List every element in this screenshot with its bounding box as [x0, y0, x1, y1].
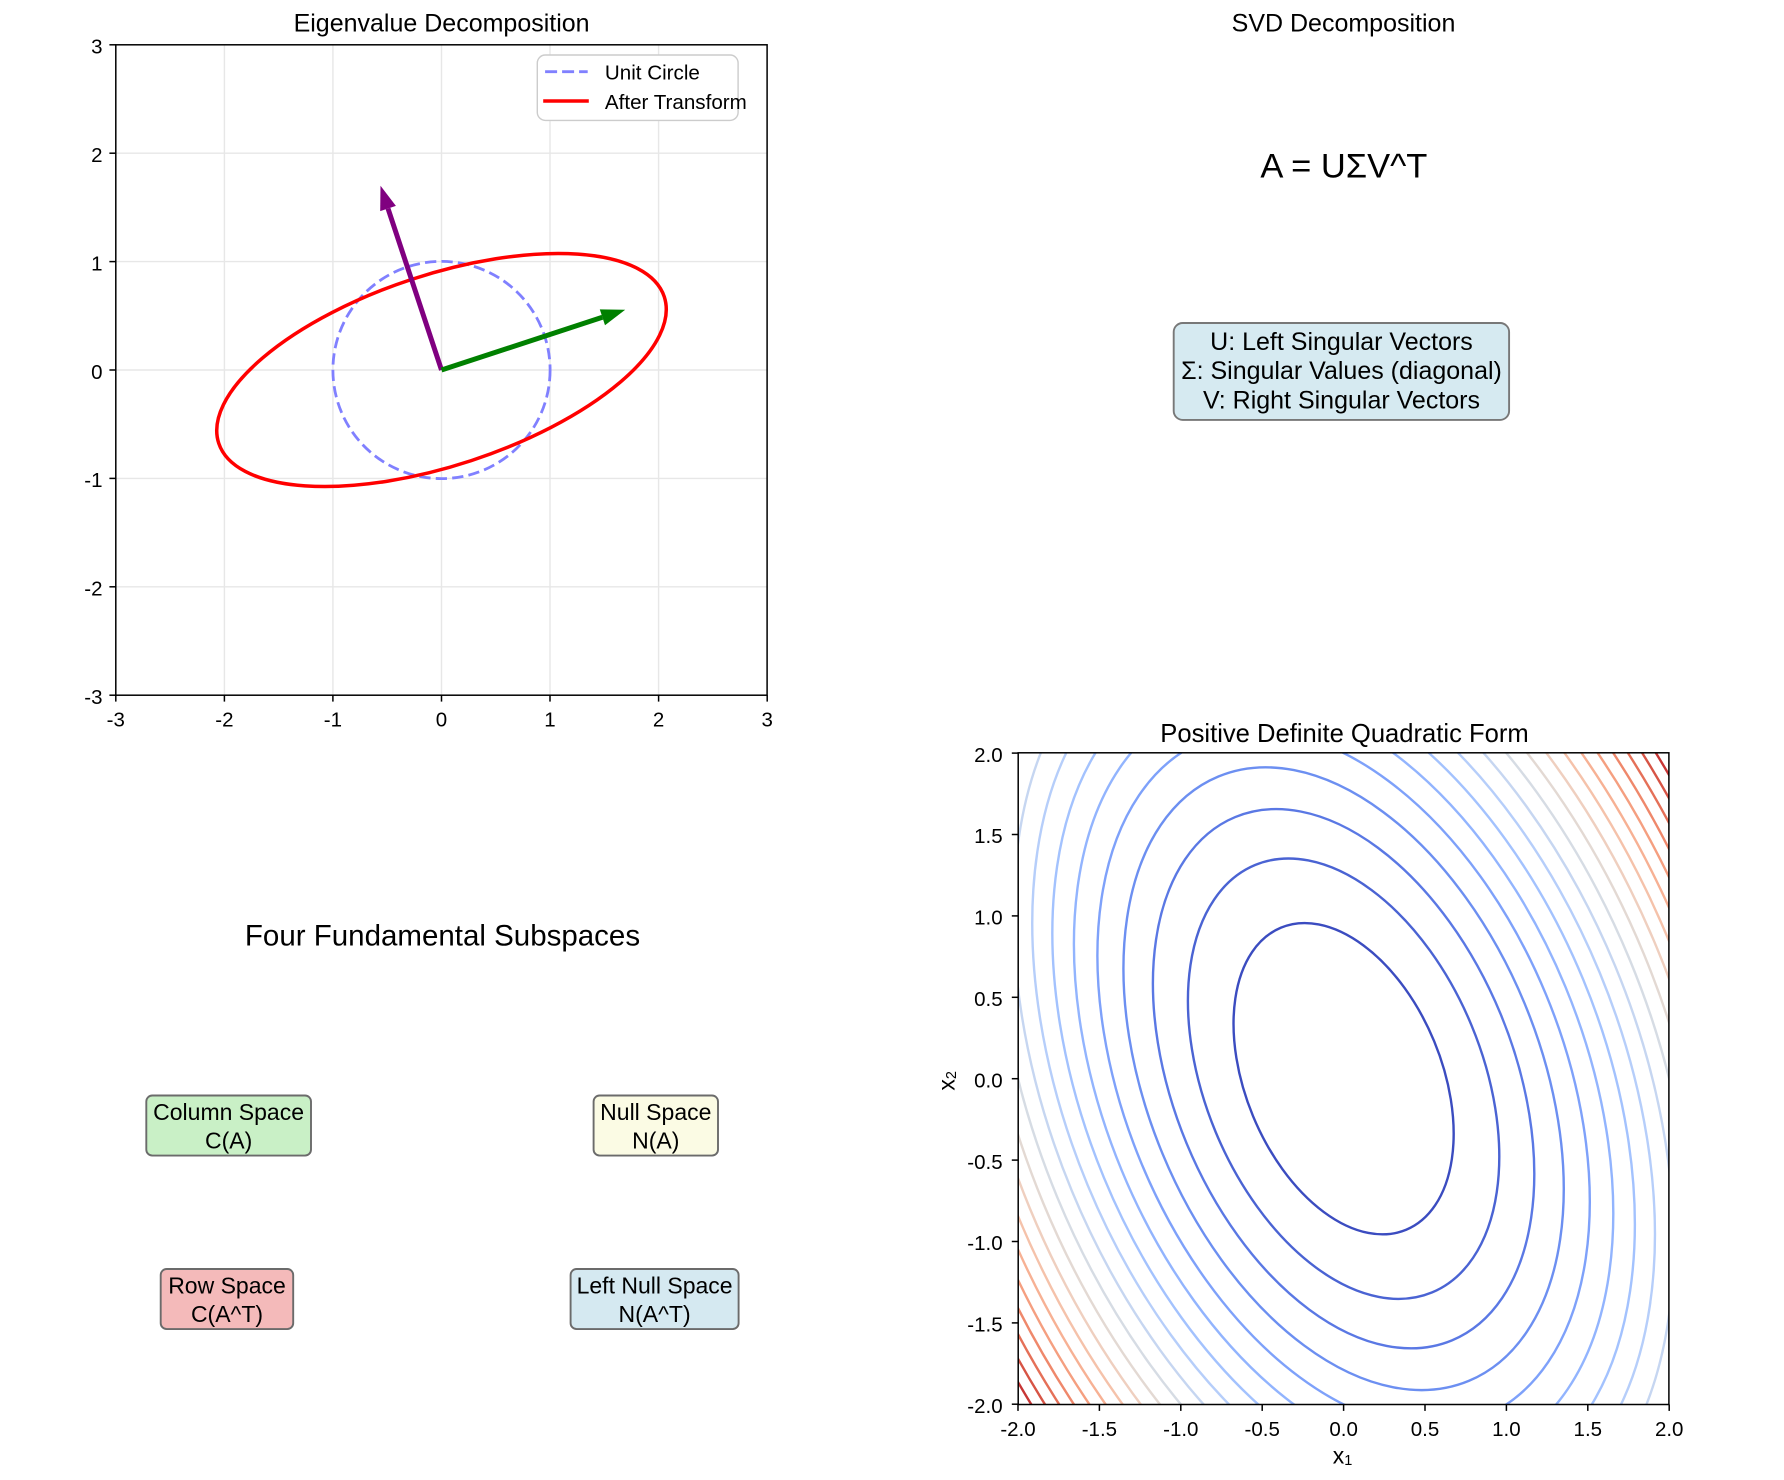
- svg-text:-0.5: -0.5: [967, 1151, 1002, 1174]
- svg-text:Left Null Space: Left Null Space: [577, 1272, 733, 1298]
- svg-text:2.0: 2.0: [974, 744, 1003, 767]
- svg-text:A = UΣV^T: A = UΣV^T: [1260, 147, 1427, 185]
- svg-text:-1: -1: [84, 469, 102, 492]
- svg-text:1.5: 1.5: [1574, 1418, 1603, 1441]
- svg-text:-2: -2: [84, 578, 102, 601]
- svg-text:0.0: 0.0: [974, 1070, 1003, 1093]
- svg-text:3: 3: [761, 709, 772, 732]
- svg-text:Unit Circle: Unit Circle: [605, 62, 700, 85]
- svg-text:0.5: 0.5: [1411, 1418, 1440, 1441]
- svg-text:0.5: 0.5: [974, 988, 1003, 1011]
- svg-text:1: 1: [544, 709, 555, 732]
- svg-text:0: 0: [436, 709, 447, 732]
- svg-text:SVD Decomposition: SVD Decomposition: [1232, 9, 1456, 37]
- svg-text:Four Fundamental Subspaces: Four Fundamental Subspaces: [245, 920, 640, 953]
- svg-text:After Transform: After Transform: [605, 91, 747, 114]
- svg-text:N(A^T): N(A^T): [619, 1301, 691, 1327]
- svg-text:Null Space: Null Space: [600, 1099, 711, 1125]
- svg-text:U: Left Singular Vectors: U: Left Singular Vectors: [1210, 328, 1473, 356]
- svg-text:0.0: 0.0: [1329, 1418, 1358, 1441]
- svg-text:-2.0: -2.0: [1000, 1418, 1035, 1441]
- svg-text:0: 0: [91, 361, 102, 384]
- svg-text:-0.5: -0.5: [1245, 1418, 1280, 1441]
- svg-text:C(A^T): C(A^T): [191, 1301, 263, 1327]
- svg-text:-1.5: -1.5: [1082, 1418, 1117, 1441]
- svg-text:Positive Definite Quadratic Fo: Positive Definite Quadratic Form: [1160, 720, 1528, 748]
- svg-text:-1.0: -1.0: [1163, 1418, 1198, 1441]
- svg-text:V: Right Singular Vectors: V: Right Singular Vectors: [1203, 386, 1480, 414]
- svg-text:2.0: 2.0: [1655, 1418, 1684, 1441]
- svg-text:-1.0: -1.0: [967, 1232, 1002, 1255]
- svg-text:-2: -2: [215, 709, 233, 732]
- svg-text:2: 2: [653, 709, 664, 732]
- svg-text:-1: -1: [324, 709, 342, 732]
- svg-text:-3: -3: [84, 686, 102, 709]
- svg-text:C(A): C(A): [205, 1127, 252, 1153]
- svg-text:1.0: 1.0: [1492, 1418, 1521, 1441]
- svg-text:Eigenvalue Decomposition: Eigenvalue Decomposition: [294, 9, 590, 37]
- svg-text:1: 1: [91, 252, 102, 275]
- svg-text:-2.0: -2.0: [967, 1395, 1002, 1418]
- svg-text:1.5: 1.5: [974, 825, 1003, 848]
- svg-text:Column Space: Column Space: [153, 1099, 304, 1125]
- svg-text:-1.5: -1.5: [967, 1314, 1002, 1337]
- svg-text:N(A): N(A): [632, 1127, 679, 1153]
- svg-text:Σ: Singular Values (diagonal): Σ: Singular Values (diagonal): [1181, 357, 1502, 385]
- svg-text:2: 2: [91, 144, 102, 167]
- svg-text:-3: -3: [107, 709, 125, 732]
- svg-text:Row Space: Row Space: [168, 1272, 286, 1298]
- svg-text:1.0: 1.0: [974, 907, 1003, 930]
- svg-text:3: 3: [91, 36, 102, 59]
